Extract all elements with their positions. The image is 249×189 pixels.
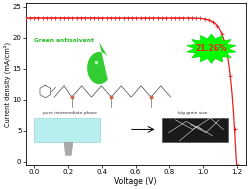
Text: big grain size: big grain size	[178, 111, 207, 115]
Polygon shape	[64, 142, 73, 155]
X-axis label: Voltage (V): Voltage (V)	[114, 177, 157, 186]
FancyBboxPatch shape	[34, 118, 100, 142]
Polygon shape	[87, 42, 108, 84]
Polygon shape	[187, 34, 236, 63]
Y-axis label: Current density (mA/cm²): Current density (mA/cm²)	[3, 42, 11, 127]
Text: Green antisolvent: Green antisolvent	[34, 38, 94, 43]
FancyBboxPatch shape	[162, 118, 228, 142]
Text: pure intermediate phase: pure intermediate phase	[43, 111, 97, 115]
Text: 21.26%: 21.26%	[196, 44, 227, 53]
